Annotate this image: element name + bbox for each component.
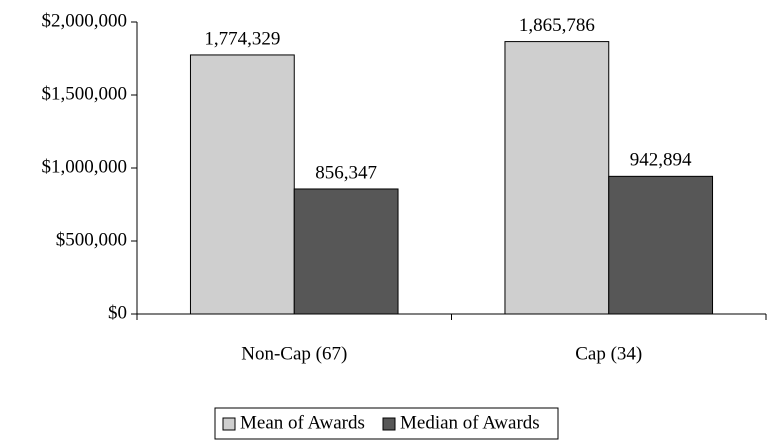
y-tick-label: $500,000	[56, 229, 127, 250]
legend-swatch	[382, 417, 396, 431]
x-tick-label: Non-Cap (67)	[241, 343, 347, 364]
x-tick-label: Cap (34)	[575, 343, 642, 364]
legend-label: Mean of Awards	[240, 412, 365, 433]
y-tick-label: $2,000,000	[42, 10, 128, 31]
value-label: 1,865,786	[519, 15, 595, 36]
y-tick-label: $1,500,000	[42, 83, 128, 104]
value-label: 1,774,329	[204, 28, 280, 49]
bar	[189, 54, 295, 315]
y-tick-label: $0	[108, 302, 127, 323]
bar	[608, 175, 714, 315]
legend-label: Median of Awards	[400, 412, 540, 433]
y-tick-label: $1,000,000	[42, 156, 128, 177]
value-label: 856,347	[315, 162, 377, 183]
bar	[293, 188, 399, 315]
legend-swatch	[222, 417, 236, 431]
value-label: 942,894	[630, 150, 692, 171]
bar	[504, 41, 610, 315]
